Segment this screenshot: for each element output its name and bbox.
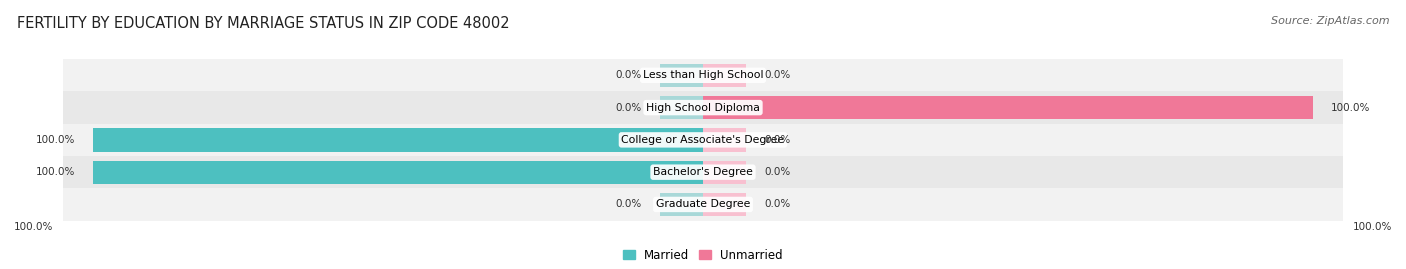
Text: FERTILITY BY EDUCATION BY MARRIAGE STATUS IN ZIP CODE 48002: FERTILITY BY EDUCATION BY MARRIAGE STATU… <box>17 16 509 31</box>
Text: 100.0%: 100.0% <box>14 222 53 232</box>
Bar <box>63 91 1343 124</box>
Bar <box>703 96 1313 119</box>
Text: Less than High School: Less than High School <box>643 70 763 80</box>
Text: 0.0%: 0.0% <box>616 70 643 80</box>
Bar <box>703 64 745 87</box>
Bar <box>63 188 1343 221</box>
Bar <box>703 161 745 184</box>
Bar <box>63 156 1343 188</box>
Bar <box>63 124 1343 156</box>
Text: 0.0%: 0.0% <box>763 70 790 80</box>
Text: Bachelor's Degree: Bachelor's Degree <box>652 167 754 177</box>
Bar <box>703 193 745 216</box>
Text: 100.0%: 100.0% <box>35 135 75 145</box>
Text: Source: ZipAtlas.com: Source: ZipAtlas.com <box>1271 16 1389 26</box>
Text: 100.0%: 100.0% <box>1331 102 1371 113</box>
Bar <box>661 64 703 87</box>
Bar <box>93 128 703 151</box>
Text: 0.0%: 0.0% <box>763 167 790 177</box>
Text: 0.0%: 0.0% <box>616 199 643 210</box>
Text: College or Associate's Degree: College or Associate's Degree <box>621 135 785 145</box>
Text: 100.0%: 100.0% <box>1353 222 1392 232</box>
Legend: Married, Unmarried: Married, Unmarried <box>619 244 787 266</box>
Text: 100.0%: 100.0% <box>35 167 75 177</box>
Bar <box>93 161 703 184</box>
Bar <box>63 59 1343 91</box>
Text: 0.0%: 0.0% <box>763 199 790 210</box>
Text: Graduate Degree: Graduate Degree <box>655 199 751 210</box>
Text: High School Diploma: High School Diploma <box>647 102 759 113</box>
Text: 0.0%: 0.0% <box>763 135 790 145</box>
Bar <box>703 128 745 151</box>
Bar <box>661 193 703 216</box>
Text: 0.0%: 0.0% <box>616 102 643 113</box>
Bar <box>661 96 703 119</box>
